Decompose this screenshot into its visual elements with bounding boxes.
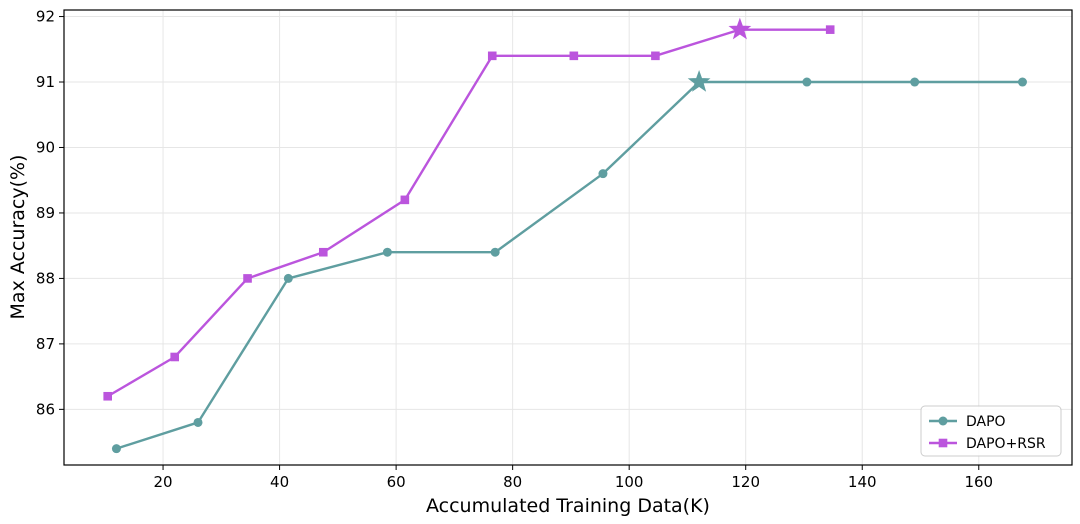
legend: DAPO DAPO+RSR bbox=[920, 405, 1062, 457]
data-point-dapo bbox=[382, 247, 392, 257]
data-point-dapo bbox=[910, 77, 920, 87]
y-tick-label: 87 bbox=[36, 335, 55, 353]
legend-label: DAPO bbox=[966, 414, 1006, 430]
best-point-star-dapo bbox=[687, 70, 711, 92]
x-tick-label: 20 bbox=[154, 473, 173, 491]
legend-item-dapo-rsr: DAPO+RSR bbox=[929, 436, 1046, 452]
data-point-dapo bbox=[283, 273, 293, 283]
data-point-dapo bbox=[490, 247, 500, 257]
data-point-dapo-rsr bbox=[103, 391, 112, 401]
x-tick-label: 80 bbox=[503, 473, 522, 491]
series-dapo-rsr bbox=[103, 17, 835, 401]
axis-ticks: 20 40 60 80 100 120 140 160 86 87 88 89 90 91 92 bbox=[36, 8, 993, 491]
y-axis-label: Max Accuracy(%) bbox=[7, 155, 29, 320]
data-point-dapo-rsr bbox=[318, 247, 328, 257]
x-tick-label: 40 bbox=[270, 473, 289, 491]
best-point-star-dapo-rsr bbox=[728, 17, 752, 40]
data-point-dapo-rsr bbox=[569, 51, 579, 61]
data-point-dapo bbox=[1017, 77, 1027, 87]
series-line-dapo bbox=[116, 80, 1023, 450]
data-point-dapo-rsr bbox=[243, 274, 252, 283]
y-tick-label: 89 bbox=[36, 204, 55, 222]
x-tick-label: 160 bbox=[964, 473, 993, 491]
x-tick-label: 60 bbox=[387, 473, 406, 491]
data-point-dapo-rsr bbox=[170, 352, 180, 362]
legend-label: DAPO+RSR bbox=[966, 436, 1046, 452]
data-point-dapo-rsr bbox=[487, 51, 497, 61]
x-tick-label: 120 bbox=[731, 473, 760, 491]
legend-marker bbox=[938, 438, 948, 448]
x-axis-label: Accumulated Training Data(K) bbox=[426, 495, 710, 517]
data-point-dapo bbox=[802, 77, 812, 87]
data-point-dapo-rsr bbox=[825, 25, 835, 34]
data-point-dapo-rsr bbox=[400, 195, 410, 205]
data-point-dapo bbox=[111, 444, 121, 454]
y-tick-label: 90 bbox=[36, 138, 55, 156]
legend-marker bbox=[938, 416, 948, 426]
data-point-dapo-rsr bbox=[651, 51, 660, 61]
y-tick-label: 88 bbox=[36, 269, 55, 287]
series-layer bbox=[103, 17, 1027, 454]
plot-frame bbox=[63, 9, 1073, 466]
x-tick-label: 140 bbox=[848, 473, 877, 491]
data-point-dapo bbox=[598, 169, 608, 179]
x-tick-label: 100 bbox=[615, 473, 644, 491]
series-line-dapo-rsr bbox=[107, 28, 831, 398]
y-tick-label: 91 bbox=[36, 73, 55, 91]
y-tick-label: 92 bbox=[36, 8, 55, 26]
series-dapo bbox=[111, 70, 1027, 454]
data-point-dapo bbox=[193, 417, 203, 427]
legend-item-dapo: DAPO bbox=[929, 414, 1006, 430]
y-tick-label: 86 bbox=[36, 400, 55, 418]
